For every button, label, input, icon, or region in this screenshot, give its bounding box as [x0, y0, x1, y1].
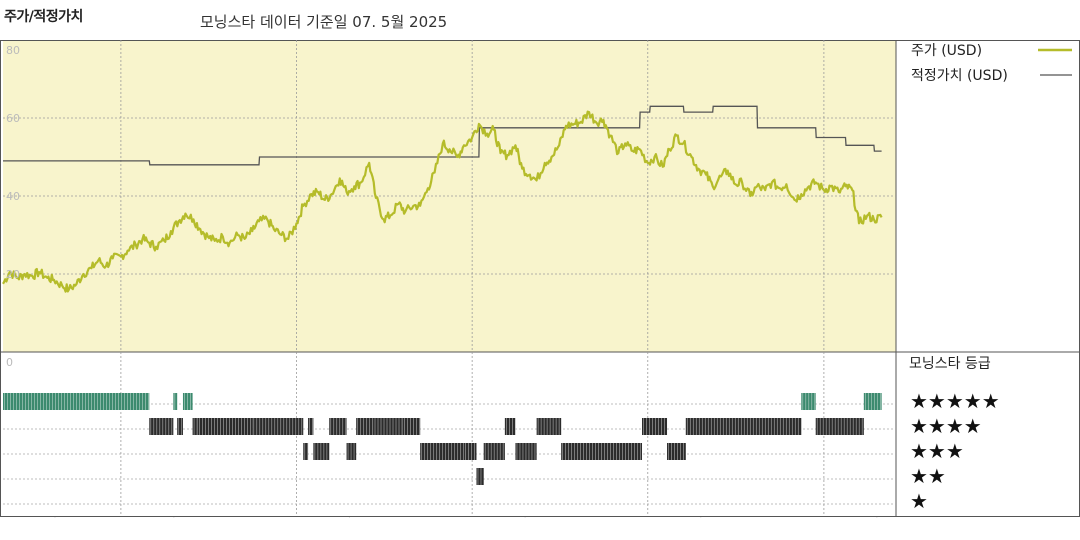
- price-line: [2, 110, 883, 293]
- rating-bar: [356, 418, 374, 435]
- x-tick-label: 2022,1월: [299, 517, 352, 518]
- y-tick-label: 60: [6, 112, 20, 125]
- legend-label-fair-value: 적정가치 (USD): [911, 68, 1008, 84]
- rating-bar: [173, 393, 178, 410]
- chart-frame: 0 20 40 60 80 2020,5월 2021,1월 2022,1월 2023,1월 202…: [0, 40, 1080, 531]
- rating-panel-title: 모닝스타 등급: [909, 356, 991, 372]
- rating-bar: [346, 443, 357, 460]
- rating-bar: [561, 443, 643, 460]
- rating-bar: [329, 418, 347, 435]
- rating-bar: [685, 418, 802, 435]
- star-rating-label: ★★★★★: [910, 389, 1000, 413]
- rating-bar: [504, 418, 516, 435]
- chart-subtitle: 모닝스타 데이터 기준일 07. 5월 2025: [200, 13, 448, 31]
- rating-bar: [815, 418, 864, 435]
- rating-bar-block: [329, 418, 347, 435]
- x-tick-label: 2025,1월: [826, 517, 879, 518]
- rating-bar-block: [173, 393, 178, 410]
- fair-value-line: [3, 105, 882, 166]
- rating-bar: [177, 418, 183, 435]
- rating-bar-block: [476, 468, 484, 485]
- rating-bar-block: [356, 418, 374, 435]
- rating-bar-block: [667, 443, 686, 460]
- rating-bar-block: [303, 443, 309, 460]
- rating-bar-block: [420, 443, 464, 460]
- rating-bar: [483, 443, 505, 460]
- rating-bar: [536, 418, 562, 435]
- rating-bar: [303, 443, 309, 460]
- legend-label-price: 주가 (USD): [911, 43, 982, 59]
- rating-bar-block: [642, 418, 668, 435]
- x-tick-label: 2023,1월: [474, 517, 527, 518]
- rating-bar: [313, 443, 330, 460]
- y-tick-label: 40: [6, 190, 20, 203]
- rating-bar: [420, 443, 465, 460]
- rating-bar-block: [177, 418, 183, 435]
- rating-bar: [149, 418, 174, 435]
- y-tick-label: 0: [6, 356, 13, 369]
- star-rating-label: ★★★: [910, 439, 964, 463]
- rating-bar-block: [815, 418, 864, 435]
- rating-bar-block: [308, 418, 314, 435]
- x-tick-label: 2024,1월: [650, 517, 703, 518]
- chart-title: 주가/적정가치: [4, 9, 83, 25]
- rating-bar: [476, 468, 484, 485]
- rating-bar-block: [402, 418, 421, 435]
- y-tick-label: 20: [6, 268, 20, 281]
- rating-bar: [667, 443, 686, 460]
- rating-bar-block: [536, 418, 562, 435]
- x-tick-label: 2021,1월: [123, 517, 176, 518]
- rating-bar-block: [149, 418, 174, 435]
- rating-bar: [402, 418, 421, 435]
- rating-bar: [308, 418, 314, 435]
- star-rating-label: ★★★★: [910, 414, 982, 438]
- star-rating-label: ★: [910, 489, 928, 513]
- rating-bar-block: [685, 418, 802, 435]
- y-tick-label: 80: [6, 44, 20, 57]
- rating-bar: [3, 393, 150, 410]
- rating-bar: [801, 393, 816, 410]
- rating-bar-block: [313, 443, 330, 460]
- rating-bar: [252, 418, 304, 435]
- rating-bar-block: [504, 418, 516, 435]
- rating-bar: [373, 418, 403, 435]
- rating-bar-block: [192, 418, 198, 435]
- rating-bar-block: [863, 393, 882, 410]
- rating-bar: [515, 443, 537, 460]
- rating-bar-block: [463, 443, 477, 460]
- rating-bar: [863, 393, 882, 410]
- rating-bar: [642, 418, 668, 435]
- rating-bar: [192, 418, 198, 435]
- rating-bar: [197, 418, 253, 435]
- rating-bar: [463, 443, 477, 460]
- x-tick-label: 2020,5월: [4, 517, 57, 518]
- rating-bar: [182, 393, 193, 410]
- chart-svg: 0 20 40 60 80 2020,5월 2021,1월 2022,1월 2023,1월 202…: [0, 40, 1080, 531]
- star-rating-label: ★★: [910, 464, 946, 488]
